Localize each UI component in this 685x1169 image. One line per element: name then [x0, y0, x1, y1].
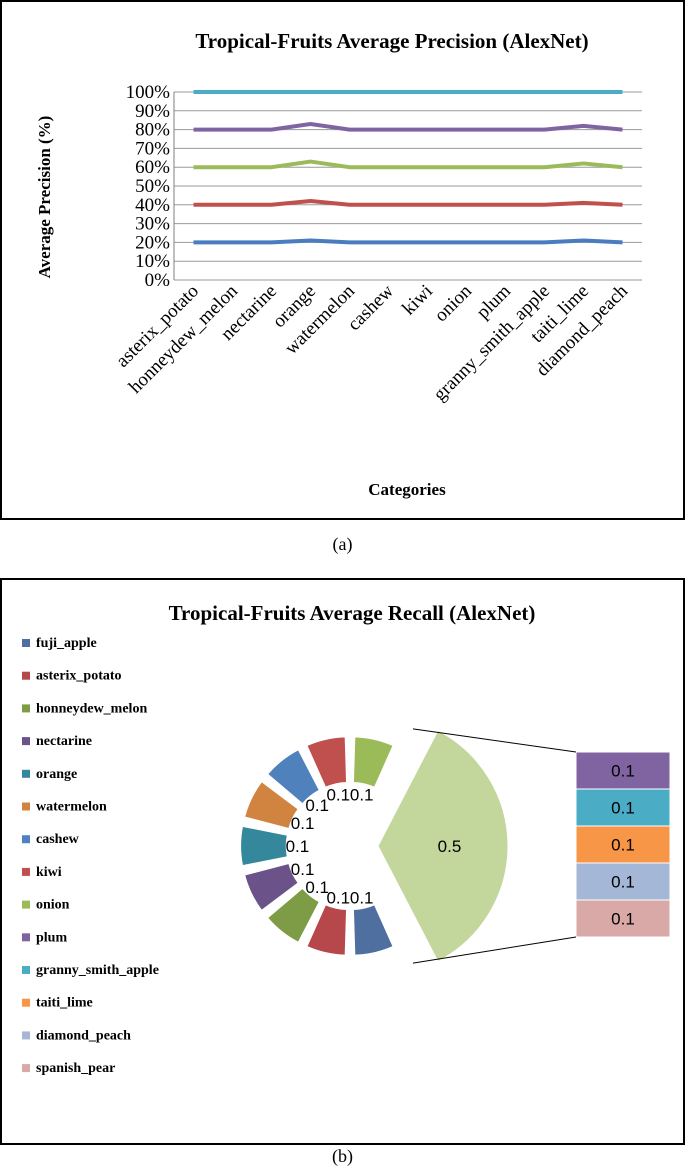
- recall-pie-chart: Tropical-Fruits Average Recall (AlexNet)…: [22, 601, 671, 1076]
- series-line-4: [193, 121, 623, 132]
- legend-label: orange: [36, 767, 77, 782]
- x-tick-label: kiwi: [398, 281, 437, 320]
- legend-swatch: [22, 737, 30, 746]
- series-line-3: [193, 159, 623, 170]
- y-tick-label: 90%: [135, 101, 170, 122]
- breakout-segment-label: 0.1: [611, 762, 635, 781]
- legend-label: diamond_peach: [36, 1028, 131, 1043]
- breakout-segment-diamond_peach: [575, 862, 671, 901]
- y-tick-label: 40%: [135, 195, 170, 216]
- pie-slice-orange: [240, 825, 288, 867]
- connector-line-top: [412, 728, 577, 753]
- x-tick-label: onion: [431, 280, 477, 326]
- legend-swatch: [22, 802, 30, 811]
- breakout-segment-spanish_pear: [575, 899, 671, 938]
- recall-chart-panel: Tropical-Fruits Average Recall (AlexNet)…: [0, 578, 685, 1145]
- pie-slice-label: 0.1: [326, 786, 350, 805]
- precision-chart-title: Tropical-Fruits Average Precision (AlexN…: [195, 29, 588, 53]
- caption-a: (a): [332, 534, 353, 554]
- precision-chart-panel: Tropical-Fruits Average Precision (AlexN…: [0, 0, 685, 520]
- recall-chart-title: Tropical-Fruits Average Recall (AlexNet): [169, 601, 536, 625]
- pie-slice-label: 0.1: [350, 888, 374, 907]
- legend-swatch: [22, 671, 30, 680]
- legend-label: honneydew_melon: [36, 701, 147, 716]
- pie-slice-asterix_potato: [306, 904, 348, 956]
- y-tick-label: 20%: [135, 232, 170, 253]
- precision-line-chart: Tropical-Fruits Average Precision (AlexN…: [35, 29, 642, 499]
- legend-label: nectarine: [36, 734, 92, 749]
- legend-label: kiwi: [36, 865, 62, 880]
- y-tick-label: 30%: [135, 214, 170, 235]
- pie-slice-cashew: [266, 749, 320, 805]
- legend-label: plum: [36, 930, 67, 945]
- y-tick-label: 80%: [135, 120, 170, 141]
- breakout-segment-plum: [575, 751, 671, 790]
- legend-label: taiti_lime: [36, 996, 93, 1011]
- y-tick-label: 10%: [135, 251, 170, 272]
- precision-x-axis-label: Categories: [368, 480, 446, 499]
- pie-slice-honneydew_melon: [266, 887, 320, 943]
- pie-slice-label: 0.5: [438, 837, 462, 856]
- y-tick-label: 60%: [135, 157, 170, 178]
- pie-slice-label: 0.1: [350, 786, 374, 805]
- series-line-2: [193, 199, 623, 207]
- pie-slice-label: 0.1: [291, 860, 315, 879]
- legend-swatch: [22, 867, 30, 876]
- legend-swatch: [22, 639, 30, 647]
- legend-label: fuji_apple: [36, 636, 97, 651]
- breakout-segment-label: 0.1: [611, 910, 635, 929]
- legend-label: cashew: [36, 832, 80, 847]
- pie-slice-fuji_apple: [352, 904, 394, 956]
- caption-b: (b): [332, 1146, 353, 1166]
- pie-slice-onion: [352, 736, 394, 788]
- legend-swatch: [22, 998, 30, 1007]
- y-tick-label: 50%: [135, 176, 170, 197]
- legend-swatch: [22, 1064, 30, 1073]
- y-tick-label: 0%: [145, 270, 171, 291]
- legend-label: spanish_pear: [36, 1061, 115, 1076]
- pie-slice-label: 0.1: [305, 878, 329, 897]
- y-tick-label: 70%: [135, 138, 170, 159]
- legend-label: granny_smith_apple: [36, 963, 159, 978]
- legend-swatch: [22, 704, 30, 713]
- pie-slice-label: 0.1: [291, 814, 315, 833]
- legend-swatch: [22, 900, 30, 909]
- series-line-1: [193, 238, 623, 245]
- breakout-segment-label: 0.1: [611, 799, 635, 818]
- legend-swatch: [22, 933, 30, 942]
- legend-swatch: [22, 769, 30, 778]
- breakout-segment-label: 0.1: [611, 836, 635, 855]
- breakout-segment-taiti_lime: [575, 825, 671, 864]
- legend-label: onion: [36, 898, 70, 913]
- precision-y-axis-label: Average Precision (%): [35, 116, 54, 279]
- pie-slice-watermelon: [244, 781, 299, 830]
- pie-slice-kiwi: [306, 736, 348, 788]
- connector-line-bottom: [412, 936, 577, 964]
- pie-slice-Other: [377, 729, 509, 963]
- breakout-segment-granny_smith_apple: [575, 788, 671, 827]
- breakout-segment-label: 0.1: [611, 873, 635, 892]
- pie-slice-nectarine: [244, 862, 299, 911]
- pie-slice-label: 0.1: [326, 888, 350, 907]
- legend-label: watermelon: [36, 800, 107, 815]
- legend-swatch: [22, 966, 30, 974]
- pie-slice-label: 0.1: [286, 837, 310, 856]
- legend-swatch: [22, 835, 30, 844]
- legend-swatch: [22, 1031, 30, 1040]
- pie-slice-label: 0.1: [305, 796, 329, 815]
- y-tick-label: 100%: [126, 82, 171, 103]
- legend-label: asterix_potato: [36, 669, 122, 684]
